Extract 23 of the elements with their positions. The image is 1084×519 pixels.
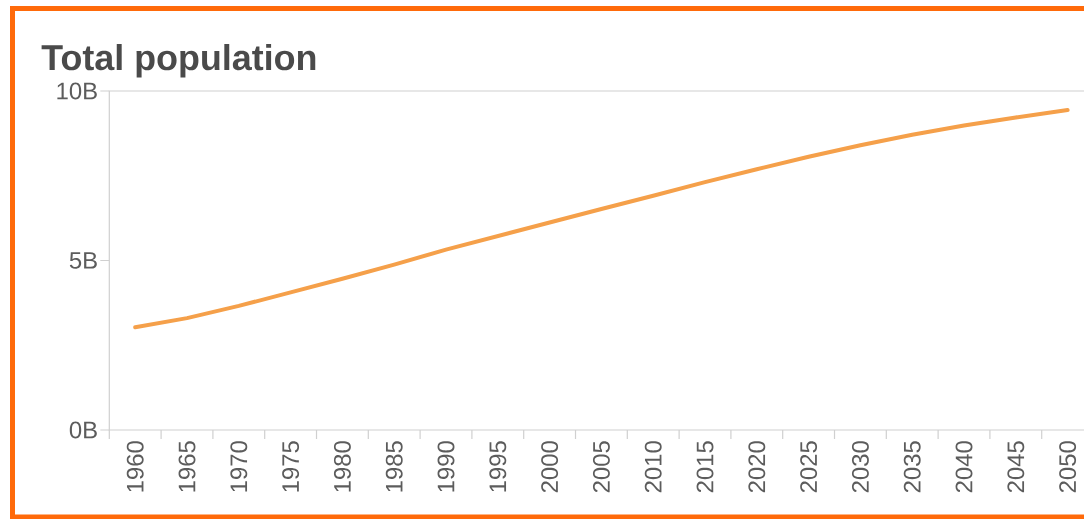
x-tick-label: 2050 xyxy=(1059,441,1077,493)
x-tick-label: 1990 xyxy=(437,441,455,492)
x-tick-label: 1985 xyxy=(385,441,403,492)
y-tick-label: 0B xyxy=(69,421,97,439)
y-tick-label: 10B xyxy=(57,82,97,100)
chart-title: Total population xyxy=(41,44,316,78)
x-tick-label: 2025 xyxy=(800,441,818,493)
x-tick-label: 2005 xyxy=(592,441,610,493)
x-tick-label: 2020 xyxy=(748,441,766,493)
x-tick-label: 2030 xyxy=(851,441,869,493)
x-tick-label: 2015 xyxy=(696,441,714,493)
x-tick-label: 2035 xyxy=(903,441,921,493)
x-tick-label: 1975 xyxy=(282,441,300,492)
x-tick-label: 1970 xyxy=(230,441,248,492)
x-tick-label: 1960 xyxy=(126,441,144,492)
x-tick-label: 2045 xyxy=(1007,441,1025,493)
x-tick-label: 2000 xyxy=(541,441,559,493)
x-tick-label: 1995 xyxy=(489,441,507,492)
y-tick-label: 5B xyxy=(69,252,97,269)
x-tick-label: 1980 xyxy=(333,441,351,492)
x-tick-label: 2040 xyxy=(955,441,973,493)
x-tick-label: 1965 xyxy=(178,441,196,492)
x-tick-label: 2010 xyxy=(644,441,662,493)
